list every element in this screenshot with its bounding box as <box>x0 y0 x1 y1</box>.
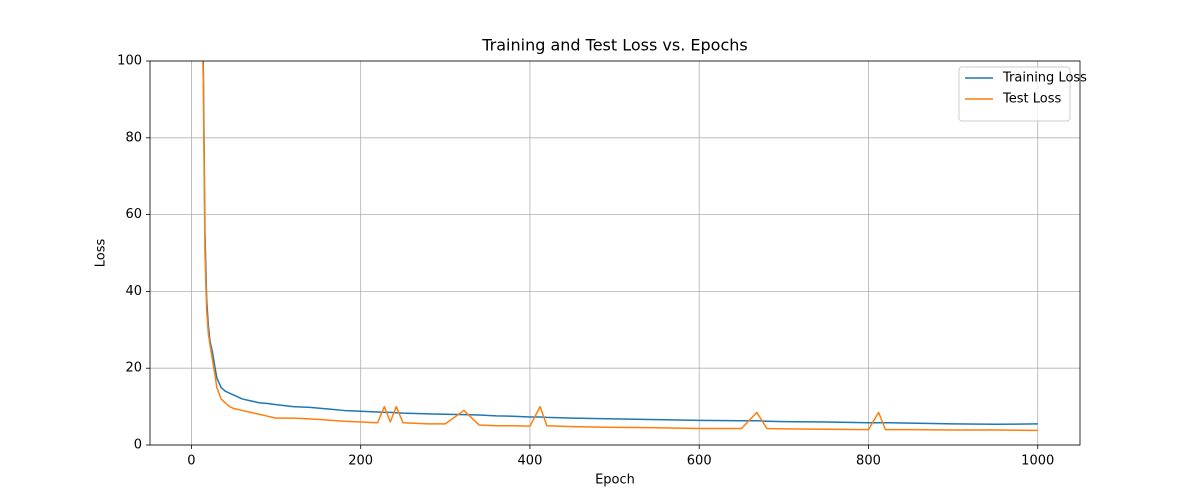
y-tick-label: 80 <box>125 130 142 145</box>
legend-box <box>958 66 1071 122</box>
y-tick-label: 20 <box>125 361 142 376</box>
loss-line <box>202 61 1038 426</box>
y-tick-label: 60 <box>125 207 142 222</box>
legend-label: Test Loss <box>1002 92 1061 107</box>
x-tick-label: 600 <box>687 454 712 469</box>
loss-line <box>202 61 1038 432</box>
y-tick-label: 40 <box>125 284 142 299</box>
y-tick-label: 100 <box>117 54 142 69</box>
plot-frame <box>149 60 1081 446</box>
x-tick-label: 1000 <box>1021 454 1054 469</box>
x-tick-label: 200 <box>348 454 373 469</box>
y-axis-label: Loss <box>94 239 109 268</box>
x-tick-label: 0 <box>187 454 195 469</box>
x-tick-label: 800 <box>856 454 881 469</box>
x-axis-label: Epoch <box>595 473 635 488</box>
chart-title: Training and Test Loss vs. Epochs <box>481 36 747 55</box>
legend-label: Training Loss <box>1002 71 1087 86</box>
x-tick-label: 400 <box>518 454 543 469</box>
y-tick-label: 0 <box>134 438 142 453</box>
